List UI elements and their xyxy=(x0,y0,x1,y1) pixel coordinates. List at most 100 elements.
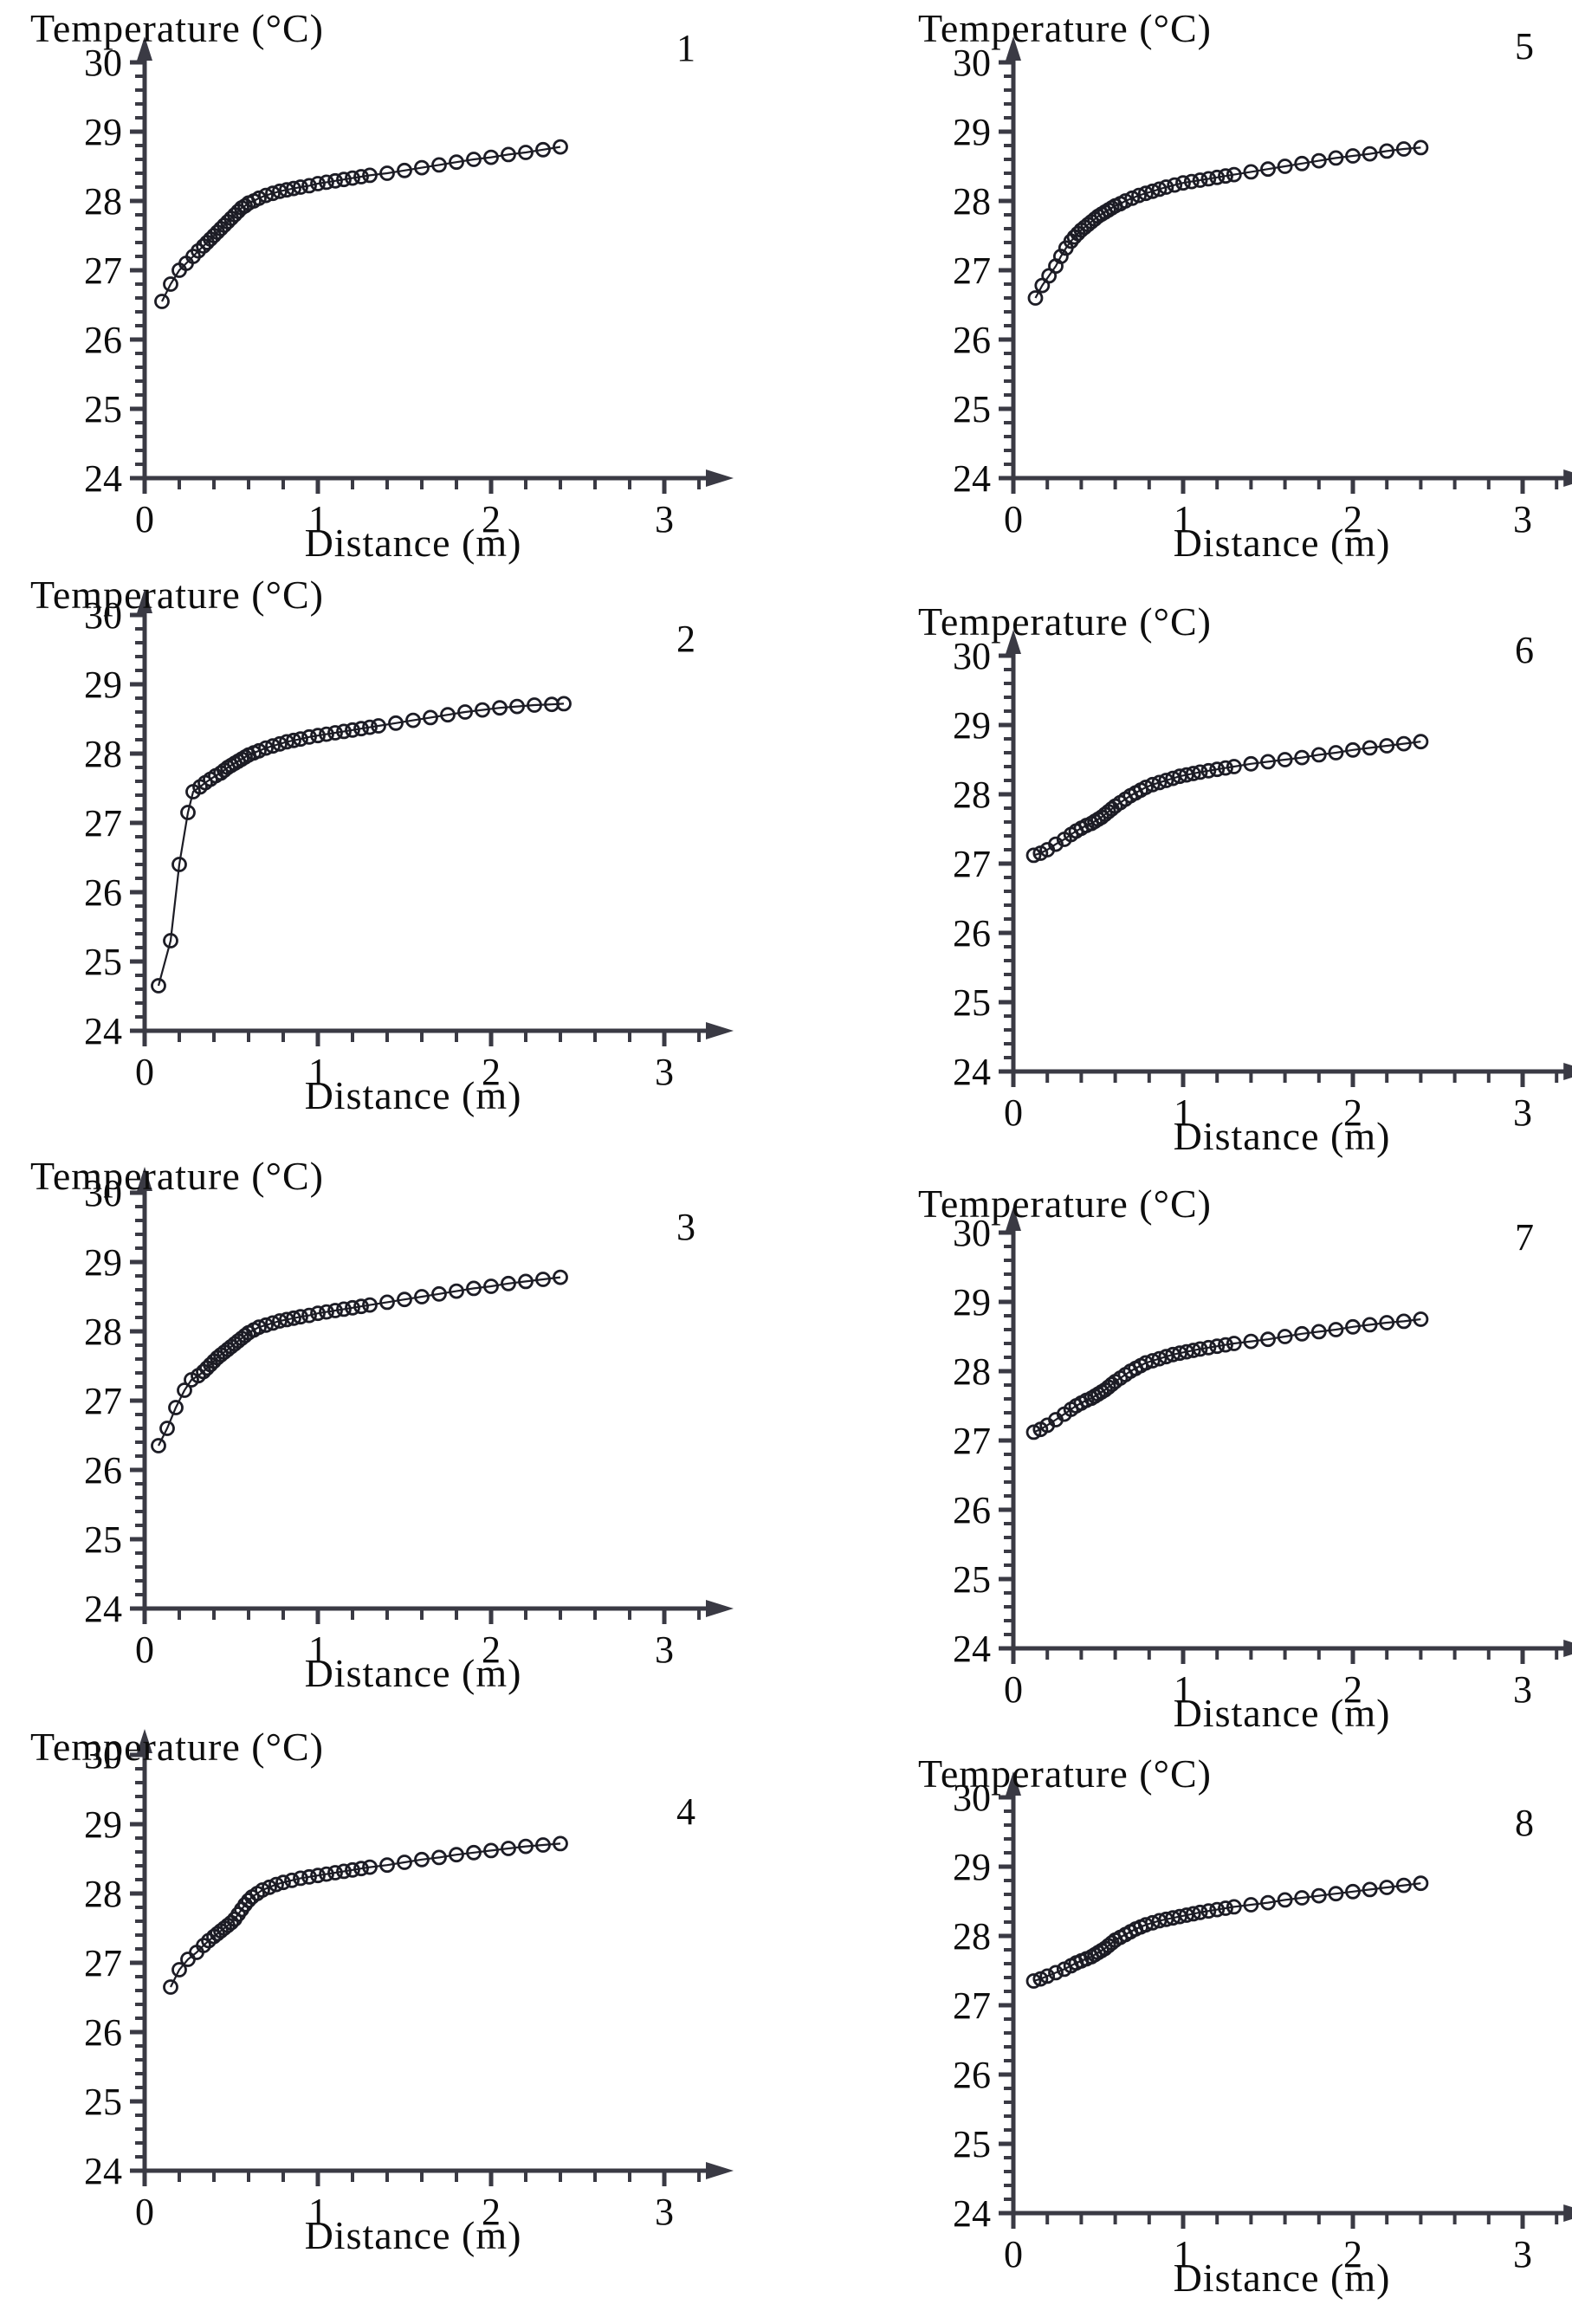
svg-text:1: 1 xyxy=(308,1628,327,1671)
svg-text:1: 1 xyxy=(308,1051,327,1093)
y-axis-title: Temperature (°C) xyxy=(30,1725,324,1769)
svg-text:0: 0 xyxy=(1004,498,1023,541)
plot-area-1: 24 25 26 27 28 29 30 0 1 2 3 xyxy=(84,36,734,541)
y-axis-title: Temperature (°C) xyxy=(30,1154,324,1198)
y-axis-title: Temperature (°C) xyxy=(918,1181,1212,1226)
svg-text:30: 30 xyxy=(953,42,991,84)
plot-area-2: 24 25 26 27 28 29 30 0 1 2 3 xyxy=(84,589,734,1093)
svg-text:1: 1 xyxy=(308,2191,327,2233)
svg-text:2: 2 xyxy=(482,1628,501,1671)
panel-number: 7 xyxy=(1515,1216,1534,1259)
svg-text:30: 30 xyxy=(84,1734,122,1777)
svg-text:28: 28 xyxy=(953,774,991,816)
panel-number: 8 xyxy=(1515,1802,1534,1844)
svg-text:3: 3 xyxy=(1513,2233,1532,2275)
svg-text:1: 1 xyxy=(1174,2233,1193,2275)
svg-text:28: 28 xyxy=(953,1350,991,1393)
svg-text:30: 30 xyxy=(953,1777,991,1819)
svg-text:29: 29 xyxy=(953,111,991,153)
plot-area-8: 24 25 26 27 28 29 30 0 1 2 3 xyxy=(953,1771,1572,2275)
svg-text:25: 25 xyxy=(953,388,991,430)
svg-text:24: 24 xyxy=(953,1628,991,1670)
svg-text:27: 27 xyxy=(84,1380,122,1422)
svg-text:29: 29 xyxy=(84,111,122,153)
svg-text:29: 29 xyxy=(953,704,991,747)
svg-text:3: 3 xyxy=(1513,1091,1532,1134)
svg-text:2: 2 xyxy=(1343,2233,1362,2275)
panel-number: 2 xyxy=(676,618,695,660)
svg-text:26: 26 xyxy=(84,871,122,914)
svg-text:29: 29 xyxy=(84,1241,122,1284)
svg-text:26: 26 xyxy=(953,2054,991,2096)
svg-text:27: 27 xyxy=(84,802,122,845)
chart-panel-2: 24 25 26 27 28 29 30 0 1 2 3 Temperature (°C) 2 Di… xyxy=(0,553,784,1130)
chart-panel-3: 24 25 26 27 28 29 30 0 1 2 3 Temperature (°C) 3 Di… xyxy=(0,1130,784,1695)
svg-text:30: 30 xyxy=(953,1212,991,1254)
svg-text:24: 24 xyxy=(84,1010,122,1052)
panel-number: 1 xyxy=(676,27,695,69)
x-axis-title: Distance (m) xyxy=(1173,2256,1391,2300)
svg-text:0: 0 xyxy=(135,1051,154,1093)
svg-text:24: 24 xyxy=(953,1051,991,1093)
svg-text:30: 30 xyxy=(84,42,122,84)
svg-text:24: 24 xyxy=(84,1588,122,1630)
svg-text:25: 25 xyxy=(84,941,122,983)
x-axis-title: Distance (m) xyxy=(304,2213,522,2257)
svg-text:3: 3 xyxy=(1513,1668,1532,1711)
svg-text:3: 3 xyxy=(655,2191,674,2233)
y-axis-title: Temperature (°C) xyxy=(918,1751,1212,1796)
svg-text:25: 25 xyxy=(953,1558,991,1601)
svg-text:26: 26 xyxy=(84,319,122,361)
x-axis-title: Distance (m) xyxy=(1173,1114,1391,1158)
svg-text:2: 2 xyxy=(1343,1668,1362,1711)
panel-number: 6 xyxy=(1515,629,1534,671)
svg-text:25: 25 xyxy=(953,981,991,1024)
svg-text:29: 29 xyxy=(953,1281,991,1324)
plot-area-7: 24 25 26 27 28 29 30 0 1 2 3 xyxy=(953,1207,1572,1711)
svg-text:30: 30 xyxy=(84,1172,122,1214)
svg-text:29: 29 xyxy=(84,1803,122,1846)
svg-text:25: 25 xyxy=(84,388,122,430)
svg-text:27: 27 xyxy=(953,1984,991,2027)
svg-text:24: 24 xyxy=(953,457,991,500)
svg-text:29: 29 xyxy=(84,664,122,706)
svg-text:25: 25 xyxy=(953,2123,991,2165)
chart-panel-6: 24 25 26 27 28 29 30 0 1 2 3 Temperature (°C) 6 Di… xyxy=(788,593,1572,1170)
chart-panel-4: 24 25 26 27 28 29 30 0 1 2 3 Temperature (°C) 4 Di… xyxy=(0,1693,784,2289)
svg-text:27: 27 xyxy=(953,1420,991,1462)
svg-text:2: 2 xyxy=(1343,1091,1362,1134)
svg-text:1: 1 xyxy=(1174,1091,1193,1134)
svg-text:3: 3 xyxy=(655,1051,674,1093)
svg-text:28: 28 xyxy=(84,1311,122,1353)
plot-area-5: 24 25 26 27 28 29 30 0 1 2 3 xyxy=(953,36,1572,541)
svg-text:2: 2 xyxy=(1343,498,1362,541)
svg-text:3: 3 xyxy=(655,1628,674,1671)
svg-text:26: 26 xyxy=(953,1489,991,1531)
chart-panel-1: 24 25 26 27 28 29 30 0 1 2 3 Temperature (°C) 1 Di… xyxy=(0,0,784,565)
plot-area-6: 24 25 26 27 28 29 30 0 1 2 3 xyxy=(953,630,1572,1134)
svg-text:27: 27 xyxy=(953,249,991,292)
svg-text:0: 0 xyxy=(135,1628,154,1671)
svg-text:26: 26 xyxy=(953,912,991,955)
svg-text:30: 30 xyxy=(84,594,122,637)
svg-text:3: 3 xyxy=(1513,498,1532,541)
svg-text:1: 1 xyxy=(308,498,327,541)
x-axis-title: Distance (m) xyxy=(1173,1691,1391,1735)
chart-panel-7: 24 25 26 27 28 29 30 0 1 2 3 Temperature (°C) 7 Di… xyxy=(788,1170,1572,1735)
x-axis-title: Distance (m) xyxy=(304,1651,522,1695)
plot-area-4: 24 25 26 27 28 29 30 0 1 2 3 xyxy=(84,1729,734,2233)
svg-text:0: 0 xyxy=(135,2191,154,2233)
y-axis-title: Temperature (°C) xyxy=(30,573,324,617)
svg-text:2: 2 xyxy=(482,1051,501,1093)
svg-text:2: 2 xyxy=(482,498,501,541)
svg-text:24: 24 xyxy=(84,457,122,500)
panel-number: 3 xyxy=(676,1206,695,1248)
y-axis-title: Temperature (°C) xyxy=(918,599,1212,644)
svg-text:24: 24 xyxy=(84,2150,122,2192)
svg-text:0: 0 xyxy=(1004,1668,1023,1711)
chart-panel-8: 24 25 26 27 28 29 30 0 1 2 3 Temperature (°C) 8 Di… xyxy=(788,1735,1572,2300)
x-axis-title: Distance (m) xyxy=(304,1073,522,1117)
svg-text:28: 28 xyxy=(953,180,991,223)
svg-text:24: 24 xyxy=(953,2192,991,2235)
